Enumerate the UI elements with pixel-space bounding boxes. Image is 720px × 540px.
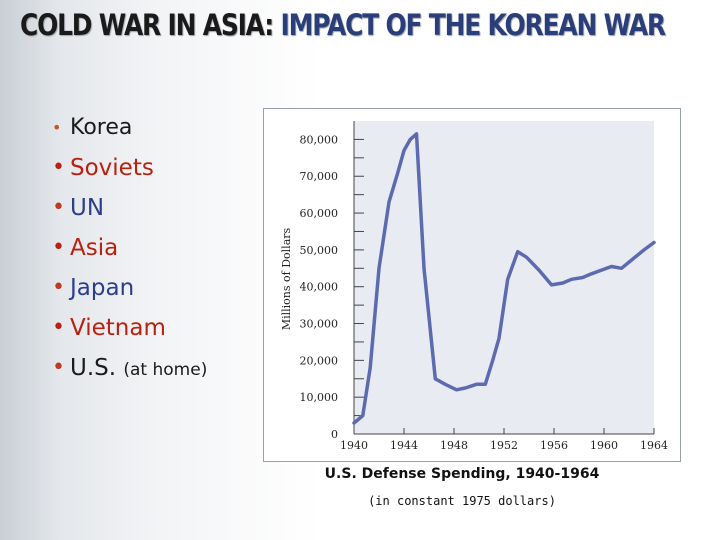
chart-frame: 0 10,000 20,000 30,000 40,000 50,000 60,000 70,…: [263, 108, 681, 462]
bullet-dot-icon: •: [52, 275, 65, 300]
bullet-asia: • Asia: [52, 228, 207, 268]
chart-subtitle: (in constant 1975 dollars): [368, 494, 556, 508]
data-point: [491, 359, 494, 362]
data-point: [506, 278, 509, 281]
data-point: [361, 414, 364, 417]
data-point: [415, 133, 418, 135]
data-point: [353, 422, 355, 424]
defense-spending-chart: 0 10,000 20,000 30,000 40,000 50,000 60,000 70,…: [280, 121, 668, 452]
y-tick-label: 50,000: [300, 244, 339, 257]
bullet-us: • U.S. (at home): [52, 348, 207, 388]
data-point: [525, 256, 528, 259]
bullet-label: U.S.: [70, 355, 117, 381]
bullet-dot-icon: •: [52, 118, 62, 137]
bullet-dot-icon: •: [52, 195, 65, 220]
data-point: [455, 389, 458, 391]
y-tick-label: 20,000: [300, 354, 339, 367]
bullet-note: (at home): [123, 360, 208, 380]
data-point: [610, 265, 613, 268]
y-tick-label: 0: [331, 428, 338, 441]
plot-area: [354, 121, 654, 434]
x-tick-label: 1944: [390, 439, 418, 452]
bullet-soviets: • Soviets: [52, 148, 207, 188]
bullet-dot-icon: •: [52, 155, 65, 180]
bullet-label: UN: [70, 195, 105, 221]
data-point: [590, 273, 593, 275]
x-tick-label: 1948: [440, 439, 468, 452]
data-point: [444, 383, 447, 386]
bullet-dot-icon: •: [52, 235, 65, 260]
chart-title: U.S. Defense Spending, 1940-1964: [324, 466, 600, 482]
bullet-vietnam: • Vietnam: [52, 308, 207, 348]
data-point: [516, 250, 519, 253]
bullet-dot-icon: •: [52, 355, 65, 380]
data-point: [538, 269, 540, 271]
data-point: [570, 278, 573, 281]
data-point: [475, 383, 478, 386]
bullet-label: Japan: [70, 275, 135, 301]
data-point: [388, 201, 390, 203]
title-topic: IMPACT OF THE KOREAN WAR: [280, 8, 666, 42]
x-tick-label: 1964: [640, 439, 668, 452]
x-tick-label: 1952: [490, 439, 518, 452]
x-tick-label: 1956: [540, 439, 568, 452]
x-tick-label: 1960: [590, 439, 618, 452]
data-point: [561, 282, 564, 284]
bullet-label: Vietnam: [70, 315, 166, 341]
data-point: [464, 387, 467, 389]
title-prefix: COLD WAR IN ASIA:: [20, 8, 274, 42]
bullet-korea: • Korea: [52, 108, 207, 148]
data-point: [378, 267, 380, 270]
data-point: [498, 337, 500, 340]
bullet-list: • Korea • Soviets • UN • Asia • Japan • …: [52, 108, 207, 388]
data-point: [643, 249, 645, 251]
data-point: [403, 149, 405, 152]
data-point: [620, 267, 623, 270]
y-tick-label: 40,000: [300, 281, 339, 294]
x-tick-label: 1940: [340, 439, 368, 452]
data-point: [653, 241, 655, 244]
bullet-japan: • Japan: [52, 268, 207, 308]
bullet-un: • UN: [52, 188, 207, 228]
data-point: [600, 269, 603, 271]
bullet-dot-icon: •: [52, 315, 65, 340]
data-point: [581, 276, 584, 279]
data-point: [369, 366, 372, 369]
y-tick-label: 60,000: [300, 207, 339, 220]
data-point: [631, 258, 634, 260]
data-point: [396, 171, 399, 174]
y-tick-label: 30,000: [300, 318, 339, 331]
slide-title: COLD WAR IN ASIA: IMPACT OF THE KOREAN W…: [20, 8, 666, 42]
y-axis-label: Millions of Dollars: [280, 227, 293, 330]
bullet-label: Korea: [70, 115, 133, 140]
y-tick-label: 70,000: [300, 170, 339, 183]
y-tick-label: 80,000: [300, 133, 339, 146]
data-point: [550, 284, 553, 286]
data-point: [423, 267, 425, 270]
bullet-label: Asia: [70, 235, 119, 261]
bullet-label: Soviets: [70, 155, 154, 181]
data-point: [434, 377, 437, 380]
y-tick-label: 10,000: [300, 391, 339, 404]
data-point: [484, 383, 487, 386]
data-point: [409, 138, 412, 141]
